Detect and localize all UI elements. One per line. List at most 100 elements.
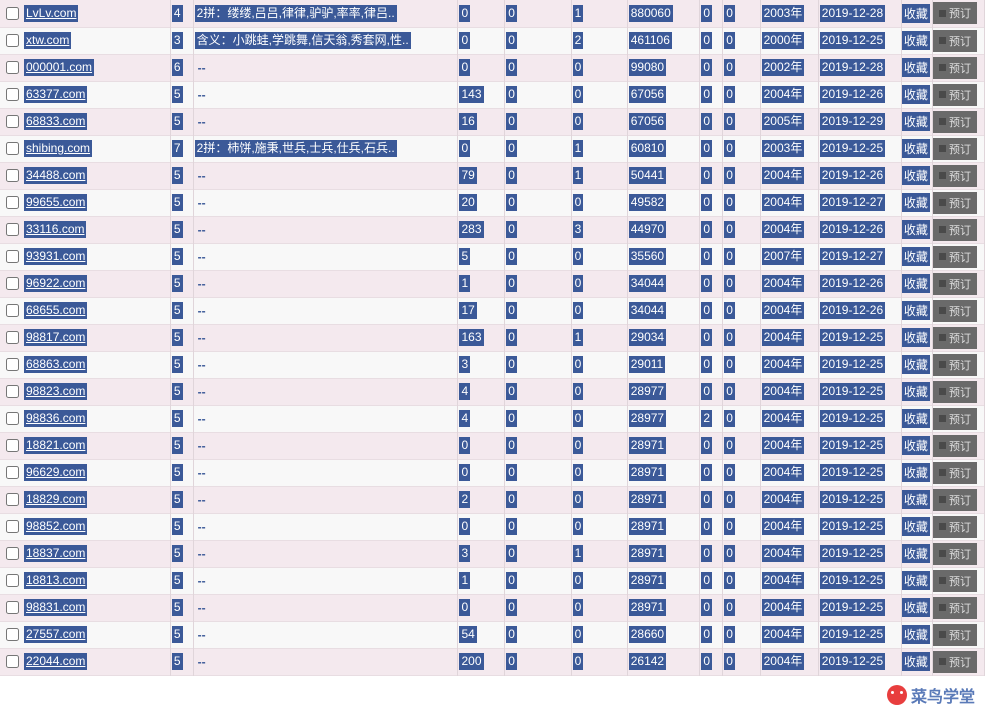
domain-link[interactable]: 18837.com [26,546,85,560]
domain-link[interactable]: 18821.com [26,438,85,452]
row-checkbox[interactable] [6,142,19,155]
order-button[interactable]: 预订 [933,84,977,106]
order-button[interactable]: 预订 [933,435,977,457]
row-checkbox[interactable] [6,574,19,587]
domain-link[interactable]: 18813.com [26,573,85,587]
order-button[interactable]: 预订 [933,57,977,79]
favorite-button[interactable]: 收藏 [902,112,930,131]
favorite-button[interactable]: 收藏 [902,436,930,455]
order-button[interactable]: 预订 [933,570,977,592]
order-button[interactable]: 预订 [933,138,977,160]
row-checkbox[interactable] [6,331,19,344]
domain-link[interactable]: 68655.com [26,303,85,317]
domain-link[interactable]: 34488.com [26,168,85,182]
row-checkbox[interactable] [6,358,19,371]
favorite-button[interactable]: 收藏 [902,382,930,401]
favorite-button[interactable]: 收藏 [902,463,930,482]
favorite-button[interactable]: 收藏 [902,490,930,509]
order-button[interactable]: 预订 [933,543,977,565]
row-checkbox[interactable] [6,223,19,236]
row-checkbox[interactable] [6,277,19,290]
favorite-button[interactable]: 收藏 [902,247,930,266]
favorite-button[interactable]: 收藏 [902,166,930,185]
domain-link[interactable]: LvLv.com [26,6,76,20]
favorite-button[interactable]: 收藏 [902,220,930,239]
favorite-button[interactable]: 收藏 [902,571,930,590]
order-button[interactable]: 预订 [933,462,977,484]
domain-link[interactable]: 98852.com [26,519,85,533]
row-checkbox[interactable] [6,88,19,101]
domain-link[interactable]: 33116.com [26,222,84,236]
domain-link[interactable]: 000001.com [26,60,92,74]
favorite-button[interactable]: 收藏 [902,274,930,293]
favorite-button[interactable]: 收藏 [902,4,930,23]
favorite-button[interactable]: 收藏 [902,544,930,563]
domain-link[interactable]: 98823.com [26,384,85,398]
order-button[interactable]: 预订 [933,597,977,619]
domain-link[interactable]: 98836.com [26,411,85,425]
domain-link[interactable]: 96922.com [26,276,85,290]
domain-link[interactable]: 27557.com [26,627,85,641]
order-button[interactable]: 预订 [933,219,977,241]
row-checkbox[interactable] [6,304,19,317]
domain-link[interactable]: 93931.com [26,249,85,263]
row-checkbox[interactable] [6,466,19,479]
domain-link[interactable]: shibing.com [26,141,90,155]
domain-link[interactable]: 99655.com [26,195,85,209]
domain-link[interactable]: 63377.com [26,87,85,101]
favorite-button[interactable]: 收藏 [902,139,930,158]
favorite-button[interactable]: 收藏 [902,58,930,77]
order-button[interactable]: 预订 [933,354,977,376]
row-checkbox[interactable] [6,250,19,263]
row-checkbox[interactable] [6,412,19,425]
order-button[interactable]: 预订 [933,165,977,187]
favorite-button[interactable]: 收藏 [902,193,930,212]
order-button[interactable]: 预订 [933,516,977,538]
row-checkbox[interactable] [6,385,19,398]
order-button[interactable]: 预订 [933,300,977,322]
favorite-button[interactable]: 收藏 [902,409,930,428]
row-checkbox[interactable] [6,34,19,47]
row-checkbox[interactable] [6,547,19,560]
row-checkbox[interactable] [6,169,19,182]
domain-link[interactable]: 98817.com [26,330,85,344]
favorite-button[interactable]: 收藏 [902,328,930,347]
row-checkbox[interactable] [6,655,19,668]
row-checkbox[interactable] [6,115,19,128]
favorite-button[interactable]: 收藏 [902,85,930,104]
favorite-button[interactable]: 收藏 [902,355,930,374]
favorite-button[interactable]: 收藏 [902,598,930,617]
domain-link[interactable]: 68833.com [26,114,85,128]
domain-link[interactable]: 98831.com [26,600,85,614]
favorite-button[interactable]: 收藏 [902,31,930,50]
favorite-button[interactable]: 收藏 [902,625,930,644]
row-checkbox[interactable] [6,196,19,209]
order-button[interactable]: 预订 [933,408,977,430]
favorite-button[interactable]: 收藏 [902,652,930,671]
row-checkbox[interactable] [6,601,19,614]
row-checkbox[interactable] [6,493,19,506]
row-checkbox[interactable] [6,7,19,20]
order-button[interactable]: 预订 [933,651,977,673]
domain-link[interactable]: 22044.com [26,654,85,668]
row-checkbox[interactable] [6,520,19,533]
order-button[interactable]: 预订 [933,111,977,133]
order-button[interactable]: 预订 [933,624,977,646]
order-button[interactable]: 预订 [933,246,977,268]
domain-link[interactable]: 68863.com [26,357,85,371]
row-checkbox[interactable] [6,628,19,641]
domain-link[interactable]: 96629.com [26,465,85,479]
order-button[interactable]: 预订 [933,2,977,24]
order-button[interactable]: 预订 [933,30,977,52]
order-button[interactable]: 预订 [933,381,977,403]
favorite-button[interactable]: 收藏 [902,517,930,536]
order-button[interactable]: 预订 [933,327,977,349]
order-button[interactable]: 预订 [933,273,977,295]
domain-link[interactable]: 18829.com [26,492,85,506]
row-checkbox[interactable] [6,61,19,74]
favorite-button[interactable]: 收藏 [902,301,930,320]
order-button[interactable]: 预订 [933,489,977,511]
domain-link[interactable]: xtw.com [26,33,69,47]
row-checkbox[interactable] [6,439,19,452]
order-button[interactable]: 预订 [933,192,977,214]
